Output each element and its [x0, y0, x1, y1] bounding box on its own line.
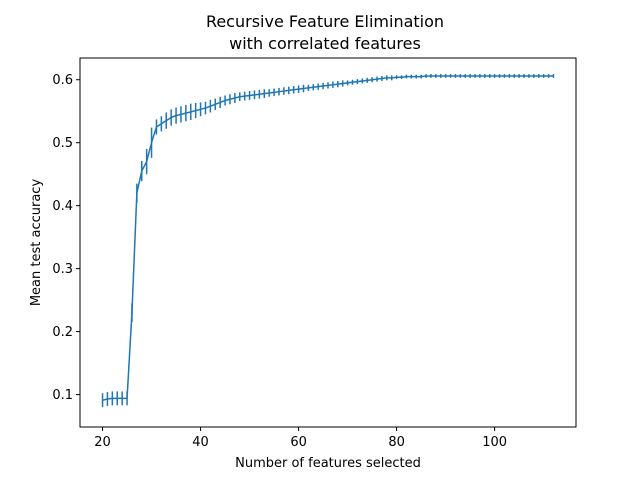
y-tick-label: 0.1 [52, 388, 73, 403]
x-tick-label: 60 [290, 435, 307, 450]
y-axis: 0.1 0.2 0.3 0.4 0.5 0.6 [52, 73, 80, 403]
y-axis-label: Mean test accuracy [29, 179, 44, 307]
axes-frame [79, 57, 577, 428]
mean-accuracy-line [102, 75, 554, 401]
y-tick-label: 0.3 [52, 262, 73, 277]
chart-title: Recursive Feature Elimination with corre… [206, 12, 444, 53]
series-layer [102, 75, 554, 401]
x-axis: 20 40 60 80 100 [94, 427, 507, 450]
x-tick-label: 100 [482, 435, 507, 450]
y-tick-label: 0.2 [52, 325, 73, 340]
chart-title-line-2: with correlated features [229, 34, 421, 53]
x-tick-label: 80 [388, 435, 405, 450]
x-tick-label: 40 [192, 435, 209, 450]
y-tick-label: 0.6 [52, 73, 73, 88]
error-bars [101, 74, 555, 408]
plot-area [79, 57, 577, 428]
chart-title-line-1: Recursive Feature Elimination [206, 12, 444, 31]
y-tick-label: 0.5 [52, 136, 73, 151]
x-tick-label: 20 [94, 435, 111, 450]
x-axis-label: Number of features selected [235, 456, 421, 471]
y-tick-label: 0.4 [52, 199, 73, 214]
